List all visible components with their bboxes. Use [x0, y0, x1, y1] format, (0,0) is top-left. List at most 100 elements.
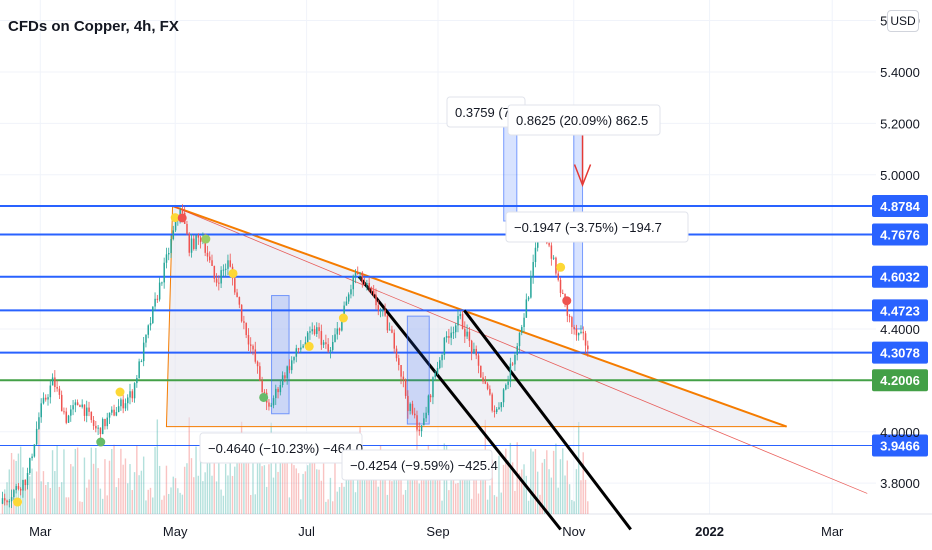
- candle-body: [38, 417, 40, 429]
- candle-body: [51, 377, 54, 386]
- volume-bar: [580, 480, 582, 514]
- candle-body: [418, 429, 421, 432]
- level-price-tag: [872, 299, 928, 322]
- candle-body: [439, 360, 441, 368]
- price-tick-label: 3.8000: [880, 476, 920, 491]
- candle-body: [368, 282, 370, 288]
- candle-body: [279, 385, 282, 393]
- volume-bar: [188, 417, 190, 514]
- candle-body: [482, 377, 484, 382]
- candle-body: [491, 394, 493, 411]
- volume-bar: [587, 501, 589, 514]
- trend-lines: [357, 275, 632, 531]
- candle-body: [291, 360, 293, 371]
- measure-range-box: [406, 315, 430, 425]
- candle-body: [334, 334, 336, 342]
- candle-body: [86, 407, 88, 416]
- candle-body: [74, 402, 77, 406]
- candle-body: [152, 306, 154, 324]
- candle-body: [199, 237, 202, 243]
- volume-bar: [316, 469, 318, 514]
- volume-bar: [318, 469, 320, 514]
- candle-body: [416, 415, 418, 430]
- volume-bar: [461, 471, 464, 514]
- candle-body: [427, 395, 430, 413]
- volume-bar: [377, 486, 379, 514]
- candle-body: [359, 272, 361, 274]
- volume-bar: [113, 444, 115, 514]
- candle-body: [124, 403, 127, 409]
- measurement-callout-box: [199, 432, 363, 464]
- signal-dot: [13, 497, 23, 507]
- volume-bar: [357, 453, 359, 514]
- volume-bar: [325, 501, 327, 514]
- candle-body: [557, 273, 559, 280]
- volume-bar: [295, 468, 297, 514]
- volume-bar: [197, 475, 200, 514]
- candle-body: [111, 409, 113, 413]
- candle-body: [379, 310, 382, 312]
- candle-body: [304, 342, 307, 346]
- volume-bar: [473, 451, 475, 514]
- currency-button[interactable]: USD: [887, 10, 919, 32]
- candle-body: [484, 381, 487, 384]
- candle-body: [6, 500, 8, 503]
- candle-body: [363, 283, 366, 285]
- candle-body: [436, 367, 439, 374]
- candle-body: [104, 419, 106, 427]
- candle-body: [493, 410, 496, 412]
- candle-body: [423, 418, 425, 426]
- candle-body: [459, 314, 462, 317]
- volume-bar: [31, 468, 33, 514]
- candle-body: [1, 498, 4, 504]
- candle-body: [195, 235, 197, 249]
- volume-bar: [49, 488, 51, 514]
- level-price-tag: [872, 369, 928, 392]
- candle-body: [222, 269, 225, 271]
- candle-body: [523, 317, 525, 328]
- volume-bar: [300, 499, 302, 514]
- channel-line-lower: [463, 309, 632, 531]
- volume-bar: [54, 471, 56, 514]
- volume-bar: [338, 487, 341, 514]
- volume-bar: [156, 419, 159, 514]
- candle-body: [473, 348, 475, 353]
- candle-body: [108, 412, 111, 418]
- volume-bar: [142, 456, 145, 514]
- volume-bar: [95, 447, 97, 514]
- volume-bar: [179, 492, 181, 514]
- volume-bar: [211, 475, 213, 514]
- candle-body: [67, 415, 70, 423]
- candle-body: [58, 388, 61, 395]
- candle-body: [138, 361, 140, 379]
- candle-body: [268, 402, 270, 407]
- price-tick-label: 5.0000: [880, 168, 920, 183]
- price-tick-label: 4.0000: [880, 425, 920, 440]
- signal-dot: [259, 392, 269, 402]
- volume-bar: [90, 447, 92, 514]
- measurement-callout-box: [505, 211, 689, 243]
- candle-body: [54, 377, 56, 387]
- candle-body: [345, 301, 348, 306]
- volume-bar: [13, 459, 15, 514]
- candle-body: [525, 299, 528, 318]
- candle-body: [464, 328, 466, 337]
- volume-bar: [45, 484, 47, 514]
- candle-body: [250, 344, 252, 346]
- time-axis[interactable]: Mar May Jul Sep Nov 2022 Mar: [29, 524, 844, 539]
- candle-body: [56, 386, 58, 389]
- candle-body: [521, 327, 523, 333]
- candle-body: [429, 395, 432, 398]
- signal-dot: [304, 341, 314, 351]
- volume-bar: [265, 486, 268, 514]
- candle-body: [486, 383, 489, 389]
- volume-bar: [425, 453, 427, 514]
- volume-bar: [206, 462, 209, 514]
- volume-bar: [250, 494, 252, 514]
- price-axis[interactable]: 4.8784 4.7676 4.6032 4.4723 4.3078 4.2006 3.94…: [872, 14, 928, 492]
- volume-bar: [555, 443, 557, 514]
- candle-body: [209, 256, 211, 261]
- candle-body: [548, 243, 550, 246]
- candle-body: [343, 305, 345, 317]
